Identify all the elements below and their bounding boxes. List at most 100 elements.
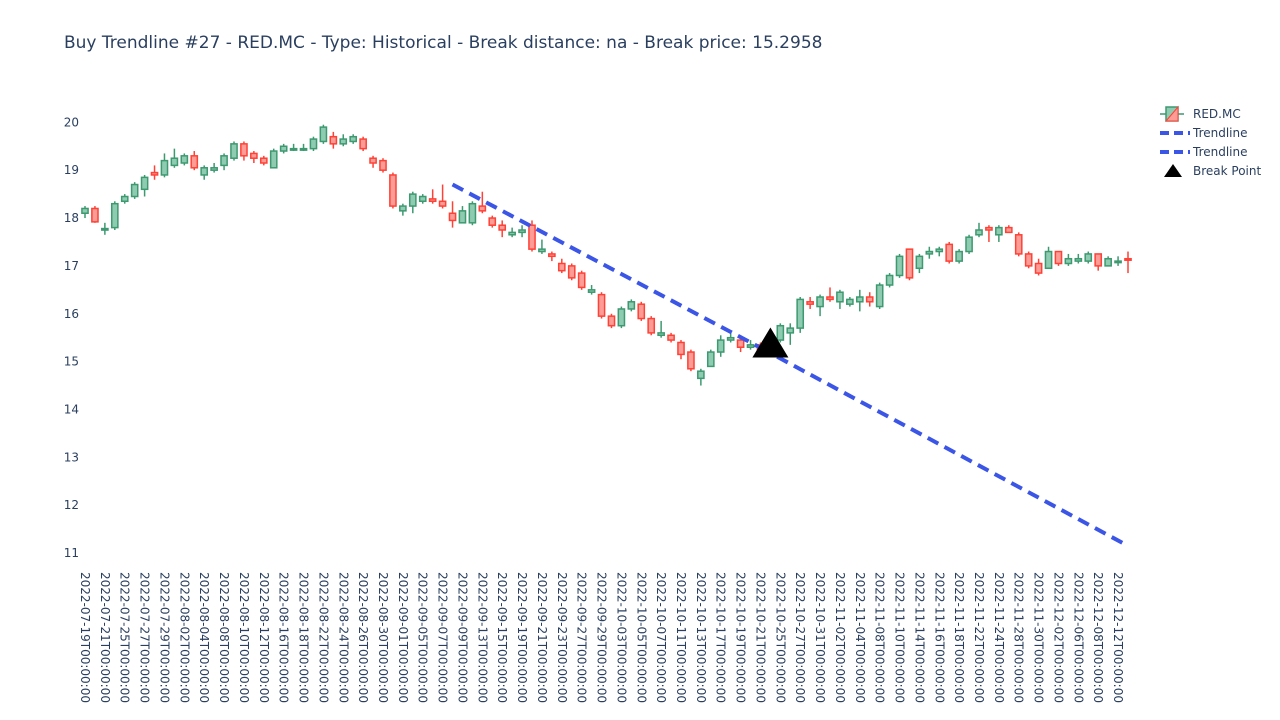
candle [706,349,715,368]
candle-body [478,205,487,212]
candle-body [359,138,367,150]
y-tick-label: 13 [64,450,79,464]
candle [657,320,665,338]
candle-body [597,293,606,317]
legend-item: RED.MC [1160,105,1241,122]
candle-body [91,207,99,223]
candle-body [637,303,646,320]
candle [170,148,179,168]
y-tick-label: 12 [64,498,79,512]
candle-body [101,227,109,231]
x-tick-label: 2022-10-03T00:00:00 [614,572,628,703]
y-tick-label: 17 [64,259,79,273]
candle-body [210,167,218,171]
legend-break-point-icon [1164,164,1182,177]
candle [905,248,914,281]
trendline-2 [759,345,1129,548]
x-tick-label: 2022-08-24T00:00:00 [336,572,350,703]
x-tick-label: 2022-07-25T00:00:00 [118,572,132,703]
y-tick-label: 18 [64,211,79,225]
candle [826,287,834,302]
candle-body [538,248,546,253]
candle-body [528,224,536,250]
x-tick-label: 2022-11-02T00:00:00 [833,572,847,703]
x-tick-label: 2022-08-16T00:00:00 [277,572,291,703]
candle-body [369,157,377,164]
candle-body [746,344,755,349]
candle-body [259,157,268,164]
candle [1114,256,1122,266]
candle-body [319,126,328,143]
legend: RED.MC Trendline Trendline Break Point [1160,105,1261,178]
candle [945,241,954,264]
candle-body [846,298,854,305]
candle-body [240,143,248,157]
candle [150,165,159,180]
candle [1004,225,1013,234]
candle-body [786,327,795,334]
candle [240,141,248,161]
x-tick-label: 2022-09-13T00:00:00 [475,572,489,703]
candle-body [657,332,665,337]
y-tick-label: 11 [64,546,79,560]
candle-body [716,339,725,353]
x-tick-label: 2022-11-18T00:00:00 [952,572,966,703]
x-tick-label: 2022-08-18T00:00:00 [297,572,311,703]
x-tick-label: 2022-10-07T00:00:00 [654,572,668,703]
candle-body [915,255,924,270]
chart-title: Buy Trendline #27 - RED.MC - Type: Histo… [64,33,823,53]
x-tick-label: 2022-07-29T00:00:00 [157,572,171,703]
candle [200,165,209,180]
candle [250,151,258,163]
candle [1054,250,1063,266]
candle [885,273,894,288]
candle-body [687,351,695,370]
x-tick-label: 2022-12-12T00:00:00 [1111,572,1125,703]
candle [617,306,626,329]
candle [101,222,109,235]
candle [428,189,437,204]
candle-body [389,174,397,207]
x-tick-label: 2022-10-11T00:00:00 [674,572,688,703]
candle-body [1064,257,1073,265]
x-tick-label: 2022-11-08T00:00:00 [873,572,887,703]
candle [190,151,199,171]
candle [508,227,516,238]
candle [399,203,407,216]
candle [369,155,377,168]
candle [130,182,139,199]
candle [309,136,318,152]
candle-body [677,341,685,356]
candle [418,194,427,204]
candle [855,289,864,312]
x-tick-label: 2022-09-27T00:00:00 [575,572,589,703]
y-tick-label: 19 [64,163,79,177]
candle-body [329,135,338,145]
candle-body [567,265,576,279]
candle [1104,256,1112,267]
candle [279,143,288,154]
candle [806,297,814,309]
candle [448,201,457,228]
candle [865,292,874,307]
candle-body [250,152,258,159]
x-tick-label: 2022-09-09T00:00:00 [455,572,469,703]
candle-body [1104,257,1112,267]
candle-body [548,253,556,258]
candle-body [1124,257,1132,261]
candle [259,155,268,166]
candle [498,220,507,238]
legend-label: Trendline [1192,145,1248,159]
y-tick-label: 20 [64,115,79,129]
candle-body [1074,257,1083,262]
candle [1014,232,1023,257]
candle [468,201,477,226]
candle [776,323,785,343]
candle [349,134,358,144]
candle-body [905,248,914,279]
candle-body [299,147,308,151]
candle-body [776,324,785,341]
candle-body [796,298,805,329]
x-tick-label: 2022-10-17T00:00:00 [714,572,728,703]
candle [796,297,805,333]
